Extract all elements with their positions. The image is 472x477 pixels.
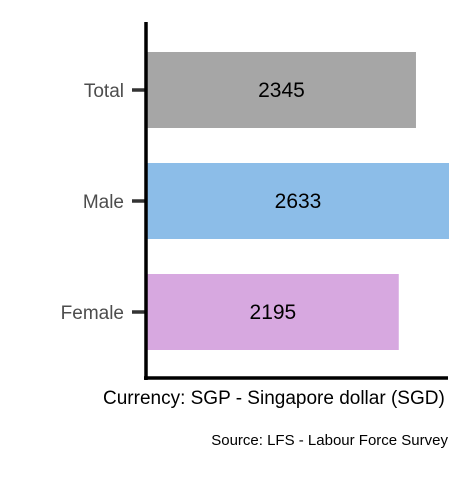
bar-female [147, 274, 399, 350]
x-axis-title: Currency: SGP - Singapore dollar (SGD) [103, 388, 445, 409]
bars-layer [147, 52, 449, 350]
bar-male [147, 163, 449, 239]
source-caption: Source: LFS - Labour Force Survey [211, 432, 448, 449]
category-label-female: Female [61, 303, 124, 324]
category-label-male: Male [83, 192, 124, 213]
bar-total [147, 52, 416, 128]
category-label-total: Total [84, 81, 124, 102]
data-label-female: 2195 [250, 301, 297, 324]
labels-layer: 2345 Total 2633 Male 2195 Female [61, 79, 322, 324]
data-label-total: 2345 [258, 79, 305, 102]
data-label-male: 2633 [275, 190, 322, 213]
